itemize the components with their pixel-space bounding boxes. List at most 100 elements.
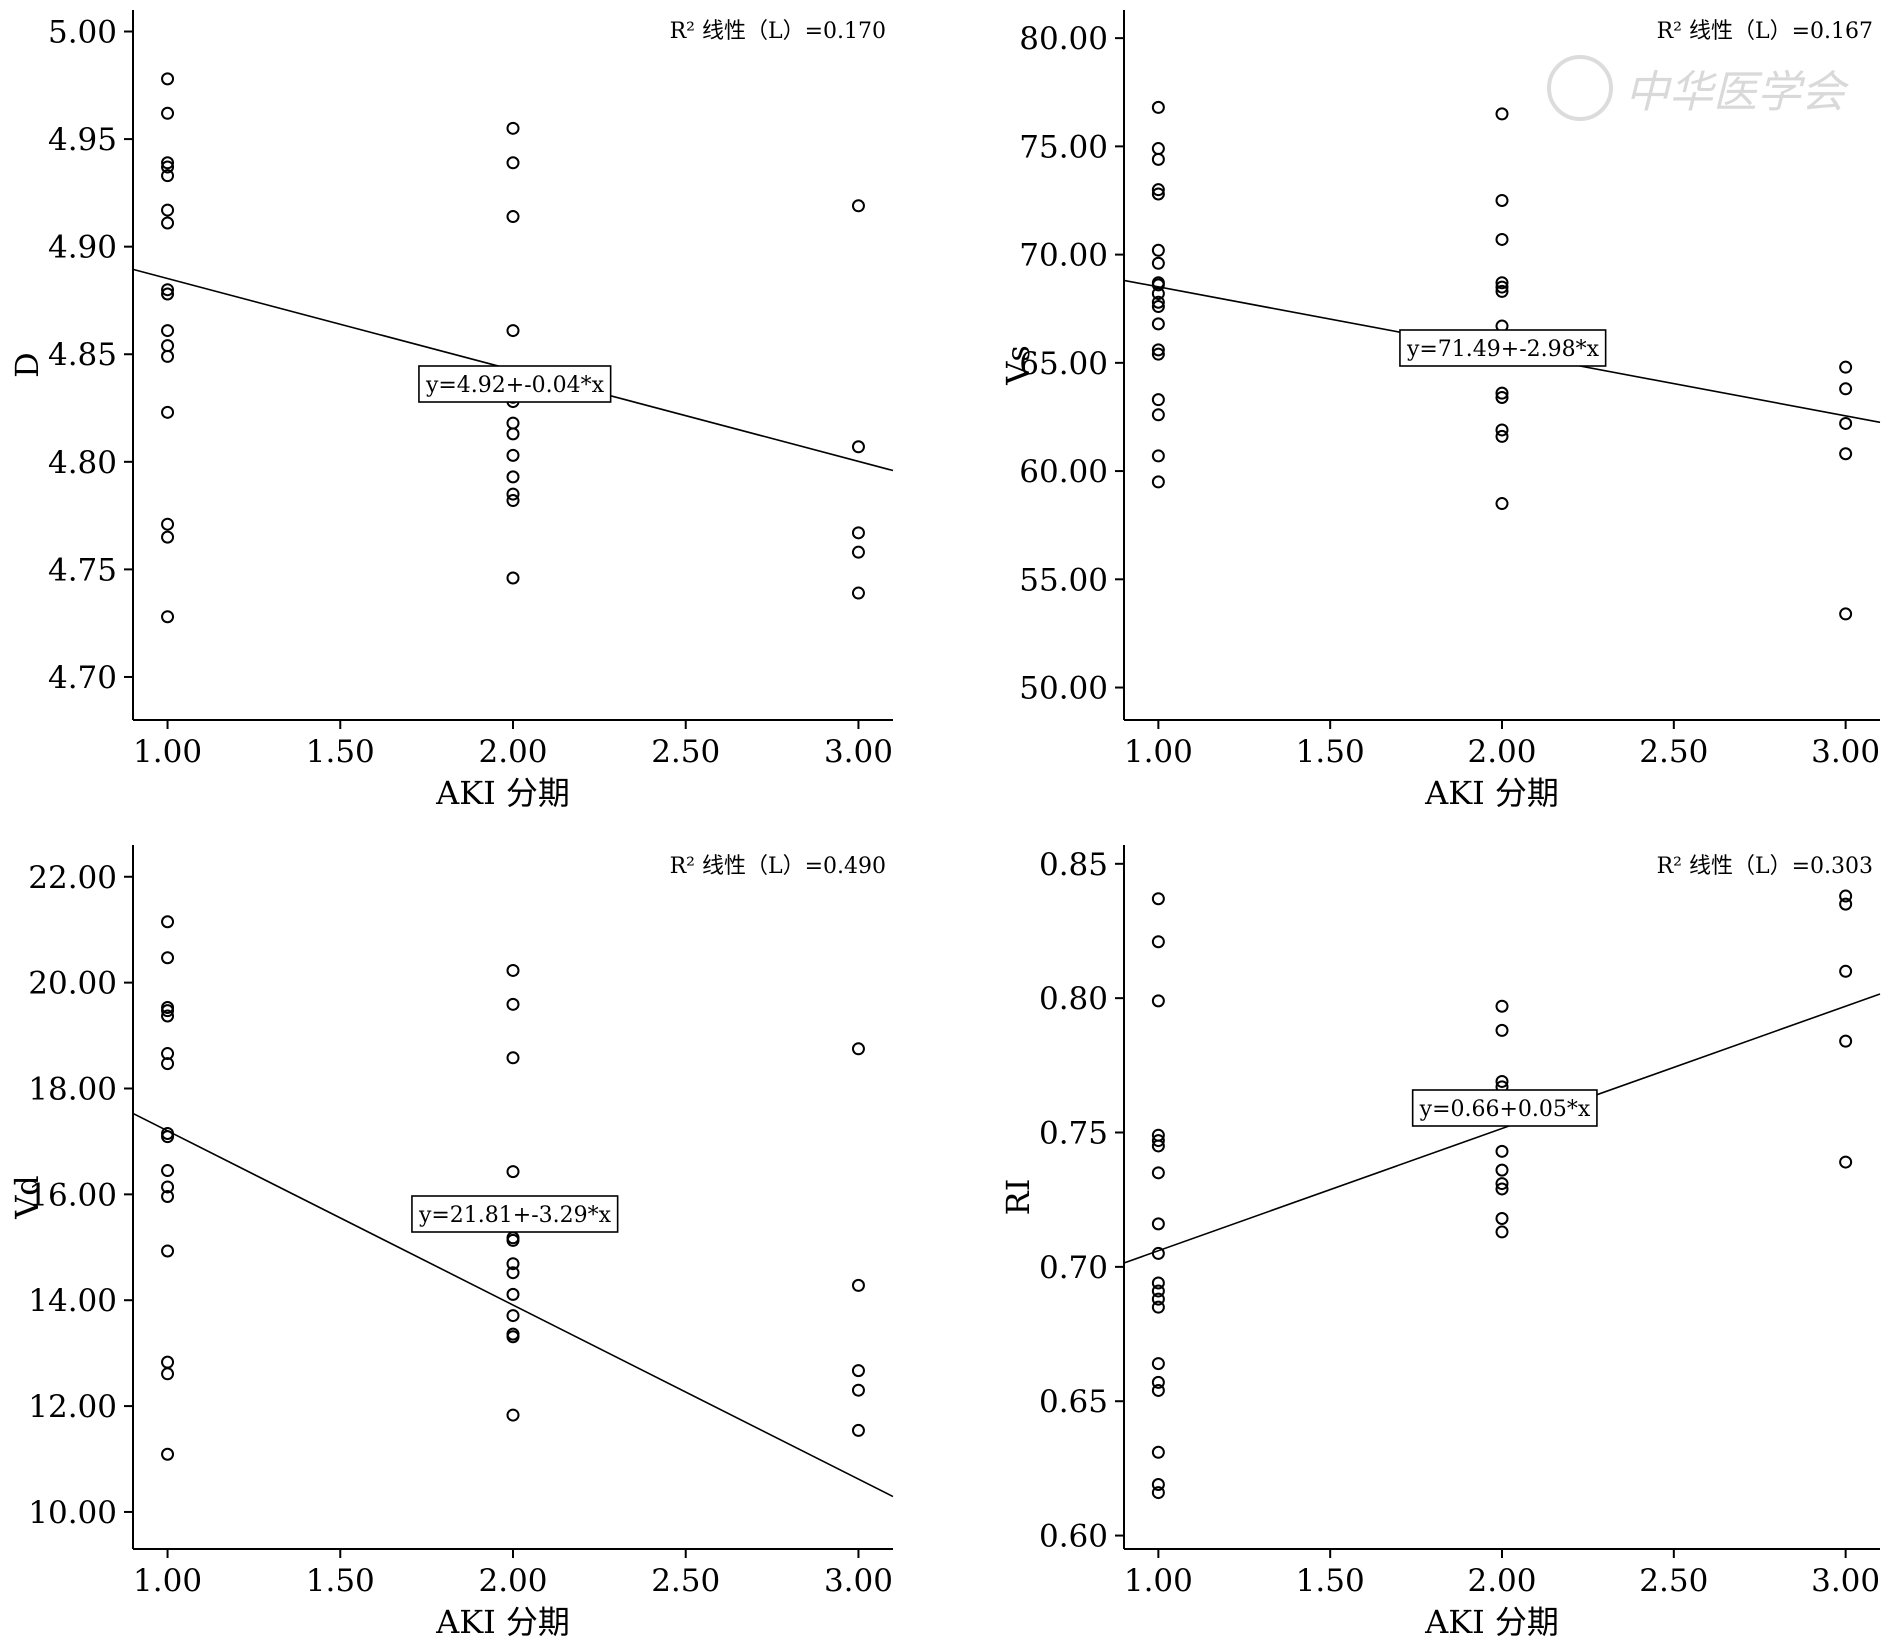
data-point	[506, 487, 520, 501]
data-point	[506, 210, 520, 224]
equation-box: y=71.49+-2.98*x	[1399, 329, 1607, 367]
data-point	[1495, 1211, 1509, 1225]
chart-panel-1: 1.00 1.50 2.00 2.50 3.00 4.70 4.75 4.80 4.85 4.90…	[8, 10, 894, 812]
data-point	[161, 1057, 175, 1071]
data-point	[1151, 317, 1165, 331]
x-axis-label: AKI 分期	[435, 1603, 570, 1641]
y-tick-label: 10.00	[28, 1495, 117, 1531]
data-point	[161, 1367, 175, 1381]
data-point	[851, 526, 865, 540]
data-point	[1839, 897, 1853, 911]
data-point	[161, 1009, 175, 1023]
x-tick-label: 1.50	[306, 1563, 375, 1599]
x-axis-label: AKI 分期	[1424, 1603, 1559, 1641]
data-point	[161, 610, 175, 624]
data-point	[1839, 416, 1853, 430]
data-point	[506, 1257, 520, 1271]
data-point	[1495, 390, 1509, 404]
data-point	[161, 216, 175, 230]
data-point	[1839, 382, 1853, 396]
data-point	[1151, 1445, 1165, 1459]
equation-label: y=71.49+-2.98*x	[1406, 337, 1600, 362]
y-tick-label: 50.00	[1019, 671, 1108, 707]
data-point	[161, 951, 175, 965]
y-axis-label: D	[8, 352, 46, 378]
data-point	[1495, 1023, 1509, 1037]
data-point	[161, 1130, 175, 1144]
data-point	[1495, 107, 1509, 121]
data-point	[161, 203, 175, 217]
data-point	[1151, 1486, 1165, 1500]
data-point	[506, 963, 520, 977]
y-tick-label: 0.80	[1039, 981, 1108, 1017]
equation-label: y=0.66+0.05*x	[1419, 1097, 1591, 1122]
chart-panel-2: 1.00 1.50 2.00 2.50 3.00 50.00 55.00 60.00 65.00…	[999, 10, 1880, 812]
x-axis-label: AKI 分期	[435, 774, 570, 812]
data-point	[1151, 475, 1165, 489]
x-tick-label: 2.50	[651, 734, 720, 770]
x-tick-label: 2.00	[478, 1563, 547, 1599]
data-point	[1151, 1139, 1165, 1153]
data-point	[1839, 360, 1853, 374]
data-point	[1151, 100, 1165, 114]
data-point	[1151, 1276, 1165, 1290]
x-tick-label: 3.00	[1811, 1563, 1880, 1599]
data-point	[506, 121, 520, 135]
data-point	[506, 416, 520, 430]
data-point	[161, 349, 175, 363]
equation-box-frame	[1399, 329, 1607, 367]
data-point	[851, 586, 865, 600]
data-point	[1839, 607, 1853, 621]
data-point	[1151, 1284, 1165, 1298]
x-axis-label: AKI 分期	[1424, 774, 1559, 812]
data-point	[506, 324, 520, 338]
data-point	[506, 1165, 520, 1179]
x-tick-label: 2.00	[1467, 734, 1536, 770]
data-point	[1151, 393, 1165, 407]
x-tick-label: 1.00	[133, 734, 202, 770]
watermark: 中华医学会	[1547, 55, 1845, 121]
x-tick-label: 1.50	[1296, 1563, 1365, 1599]
data-point	[506, 571, 520, 585]
data-point	[161, 1189, 175, 1203]
x-tick-label: 3.00	[1811, 734, 1880, 770]
data-point	[506, 427, 520, 441]
data-point	[1495, 1144, 1509, 1158]
data-point	[851, 1278, 865, 1292]
data-point	[1495, 1163, 1509, 1177]
x-tick-label: 3.00	[824, 1563, 893, 1599]
data-point	[1839, 1155, 1853, 1169]
y-tick-label: 80.00	[1019, 21, 1108, 57]
data-point	[161, 339, 175, 353]
data-point	[506, 1266, 520, 1280]
x-tick-label: 2.50	[1639, 1563, 1708, 1599]
data-point	[851, 1042, 865, 1056]
data-point	[1151, 1300, 1165, 1314]
data-point	[506, 1330, 520, 1344]
data-point	[161, 160, 175, 174]
equation-label: y=4.92+-0.04*x	[425, 373, 605, 398]
y-tick-label: 18.00	[28, 1071, 117, 1107]
data-point	[1495, 1177, 1509, 1191]
x-tick-label: 1.50	[306, 734, 375, 770]
data-point	[161, 156, 175, 170]
data-point	[161, 1244, 175, 1258]
data-point	[1495, 193, 1509, 207]
r-squared-label: R² 线性（L）=0.490	[670, 854, 886, 879]
data-point	[1495, 276, 1509, 290]
data-point	[851, 1383, 865, 1397]
equation-box-frame	[1411, 1089, 1598, 1127]
data-point	[1151, 408, 1165, 422]
data-point	[1151, 295, 1165, 309]
data-point	[506, 997, 520, 1011]
data-point	[1151, 300, 1165, 314]
x-tick-label: 1.00	[1124, 734, 1193, 770]
data-point	[1495, 1225, 1509, 1239]
data-point	[1839, 889, 1853, 903]
watermark-seal-icon	[1547, 55, 1613, 121]
data-point	[161, 405, 175, 419]
r-squared-label: R² 线性（L）=0.170	[670, 19, 886, 44]
y-tick-label: 4.75	[48, 552, 117, 588]
y-tick-label: 65.00	[1019, 346, 1108, 382]
